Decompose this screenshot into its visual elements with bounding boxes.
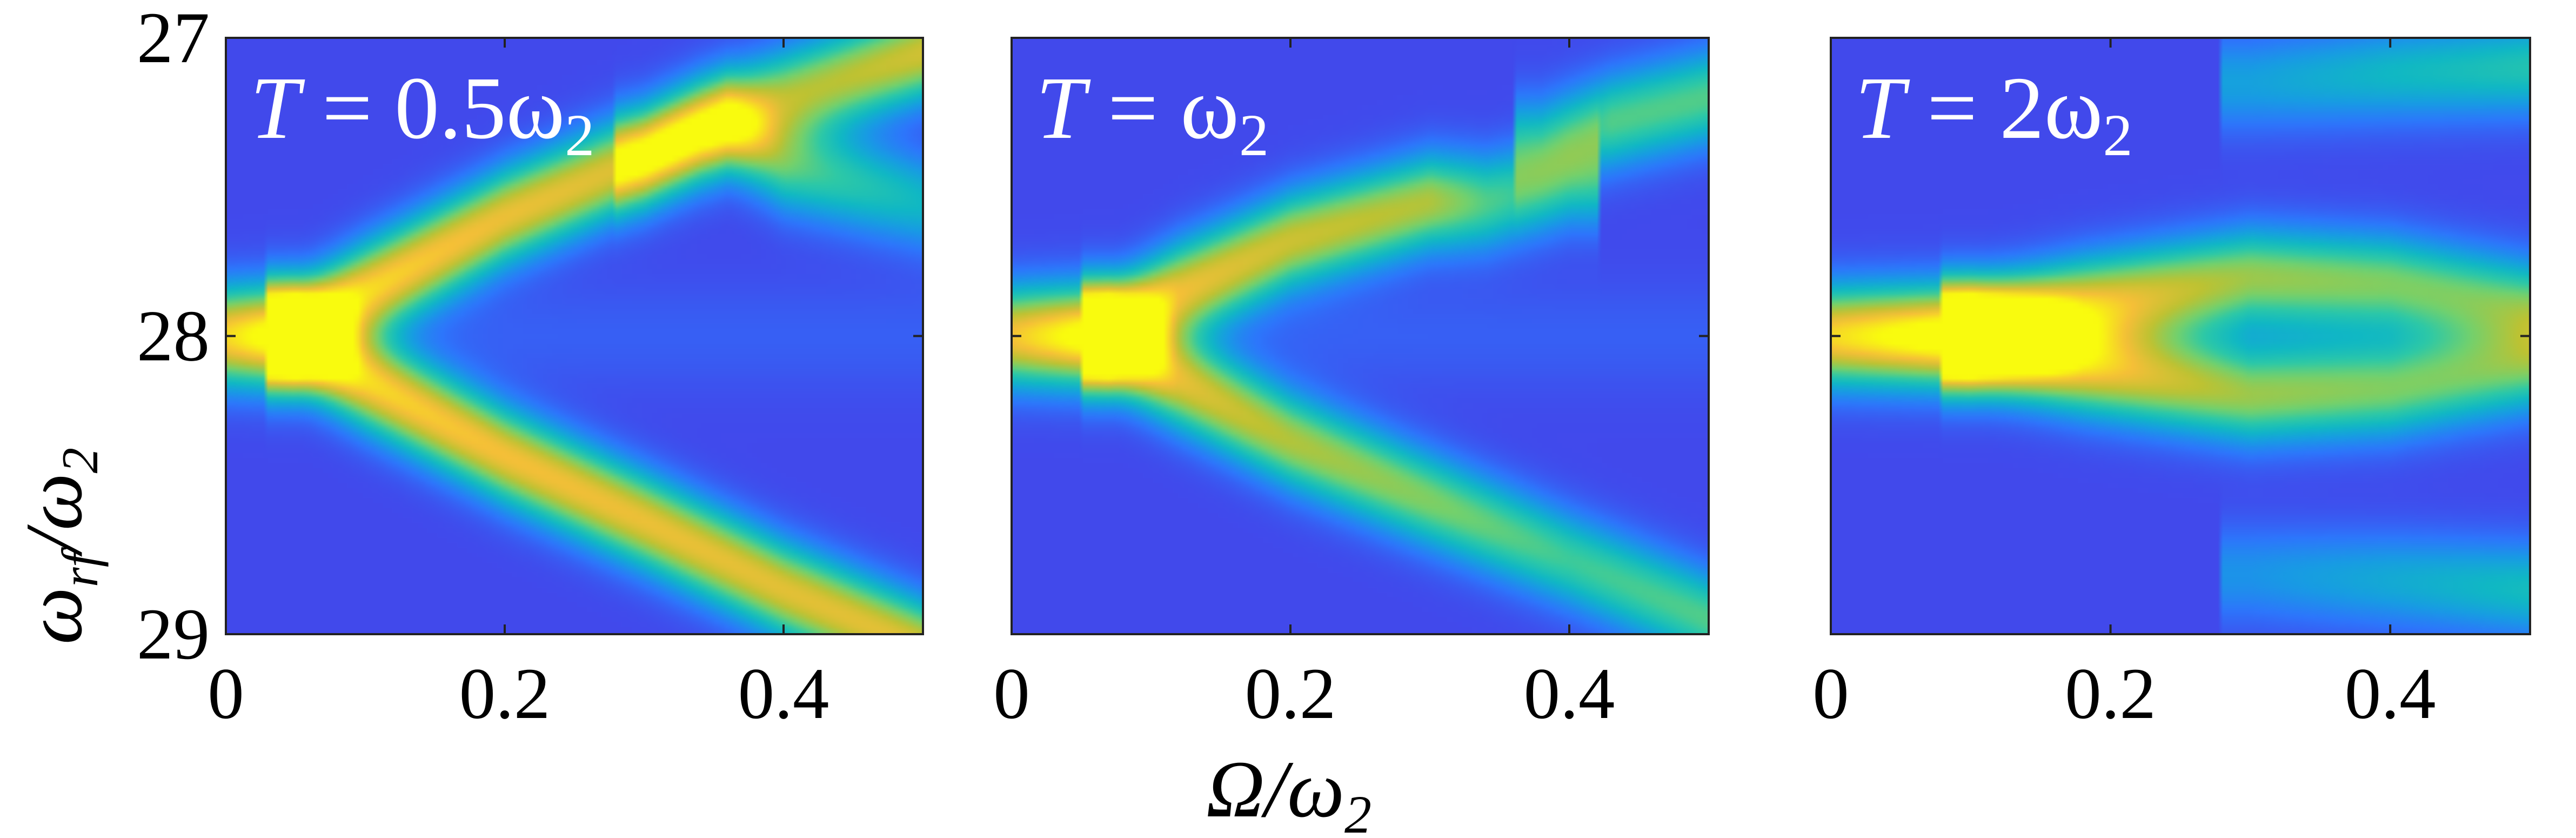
x-tick-label: 0.2 [459, 654, 551, 734]
heatmap-image [226, 38, 923, 634]
panel-label: T = 2ω2 [1855, 58, 2132, 168]
y-axis-label: ωrf/ω2 [9, 448, 109, 644]
x-tick-label: 0.4 [738, 654, 829, 734]
x-tick-label: 0 [1812, 654, 1849, 734]
x-axis-label: Ω/ω2 [1206, 744, 1371, 838]
heatmap-panel-3: 0 0.2 0.4 T = 2ω2 [1812, 37, 2531, 734]
x-tick-label: 0 [993, 654, 1030, 734]
y-tick-label: 28 [137, 296, 210, 377]
heatmap-panel-1: 0 0.2 0.4 27 28 29 T = 0.5ω2 [137, 0, 924, 734]
x-tick-label: 0.2 [1245, 654, 1336, 734]
y-tick-label: 29 [137, 594, 210, 675]
panel-label: T = 0.5ω2 [250, 58, 594, 168]
x-tick-label: 0.4 [1524, 654, 1615, 734]
heatmap-image [1831, 38, 2530, 634]
heatmap-panel-2: 0 0.2 0.4 T = ω2 [993, 37, 1710, 734]
axis-labels: Ω/ω2 ωrf/ω2 [9, 448, 1371, 838]
x-tick-label: 0.2 [2065, 654, 2156, 734]
panel-label: T = ω2 [1036, 58, 1269, 168]
heatmap-image [1012, 38, 1709, 634]
x-tick-label: 0.4 [2345, 654, 2436, 734]
y-tick-label: 27 [137, 0, 210, 78]
x-tick-label: 0 [208, 654, 244, 734]
